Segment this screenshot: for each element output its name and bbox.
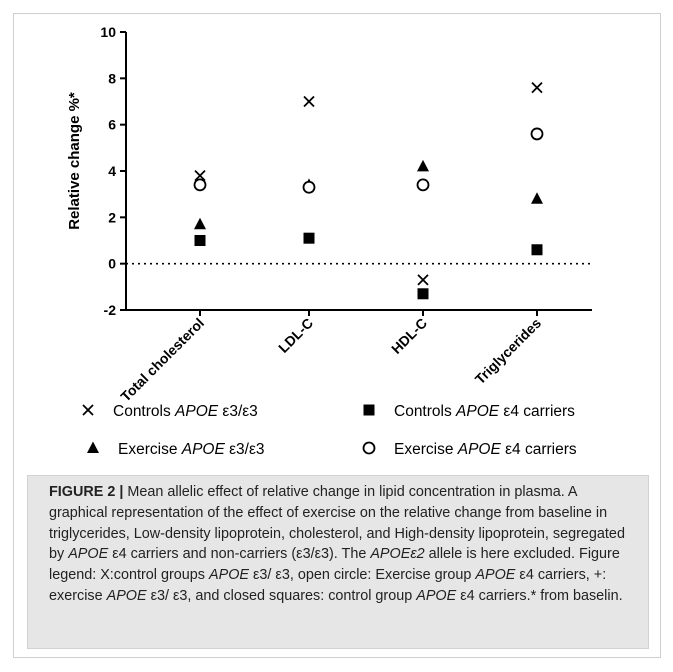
y-tick-label: 10 (100, 24, 116, 40)
data-point (193, 178, 207, 192)
caption-gene: APOE (209, 567, 249, 584)
data-point (531, 244, 543, 256)
figure-frame (13, 13, 661, 658)
legend-label: Exercise APOE ε4 carriers (394, 441, 577, 458)
legend-label: Controls APOE ε3/ε3 (113, 403, 258, 420)
caption-text: ε4 carriers.* from baselin. (456, 587, 623, 604)
caption-gene: APOEε2 (370, 546, 425, 563)
caption-text: Mean allelic effect of relative change i… (49, 484, 625, 563)
data-point (194, 169, 206, 182)
legend-label: Controls APOE ε4 carriers (394, 403, 575, 420)
caption-gene: APOE (106, 587, 147, 604)
caption-text: allele is here excluded. Figure legend: … (49, 546, 620, 584)
data-point (531, 81, 543, 94)
caption-label: FIGURE 2 | (49, 484, 124, 500)
data-point (303, 95, 315, 108)
x-tick-label: Triglycerides (472, 315, 545, 388)
data-point (303, 232, 315, 244)
y-tick-label: 0 (108, 256, 116, 272)
data-point (417, 274, 429, 286)
legend-marker (82, 404, 94, 416)
legend-marker (362, 441, 376, 455)
y-axis-label: Relative change %* (66, 92, 83, 230)
caption-gene: APOE (416, 587, 457, 604)
caption-text: ε4 carriers, +: exercise (49, 567, 607, 604)
legend-marker (363, 404, 375, 416)
x-tick-label: HDL-C (388, 315, 430, 357)
data-point (302, 180, 316, 194)
scatter-chart: -2 0 2 4 6 8 10 Relative change %* Total cholest… (66, 24, 592, 458)
data-point (531, 192, 543, 204)
figure-caption: FIGURE 2 | Mean allelic effect of relati… (49, 482, 639, 607)
data-point (194, 217, 206, 230)
data-point (416, 178, 430, 192)
y-tick-label: 4 (108, 163, 116, 179)
legend-label: Exercise APOE ε3/ε3 (118, 441, 265, 458)
caption-gene: APOE (475, 567, 516, 584)
caption-gene: APOE (68, 546, 109, 563)
caption-text: ε3/ ε3, and closed squares: control grou… (146, 587, 417, 604)
data-point (194, 235, 206, 246)
y-tick-label: 8 (108, 70, 116, 86)
y-tick-label: -2 (104, 302, 117, 318)
legend-marker (87, 441, 99, 453)
data-point (530, 127, 544, 141)
y-tick-label: 2 (108, 209, 116, 225)
y-tick-label: 6 (108, 117, 116, 133)
x-tick-label: Total cholesterol (117, 315, 207, 405)
caption-text: ε3/ ε3, open circle: Exercise group (249, 567, 476, 584)
caption-box (27, 475, 649, 649)
caption-text: ε4 carriers and non-carriers (ε3/ε3). Th… (108, 546, 371, 563)
data-point (417, 159, 429, 172)
x-tick-label: LDL-C (275, 315, 316, 356)
data-point (417, 288, 429, 300)
